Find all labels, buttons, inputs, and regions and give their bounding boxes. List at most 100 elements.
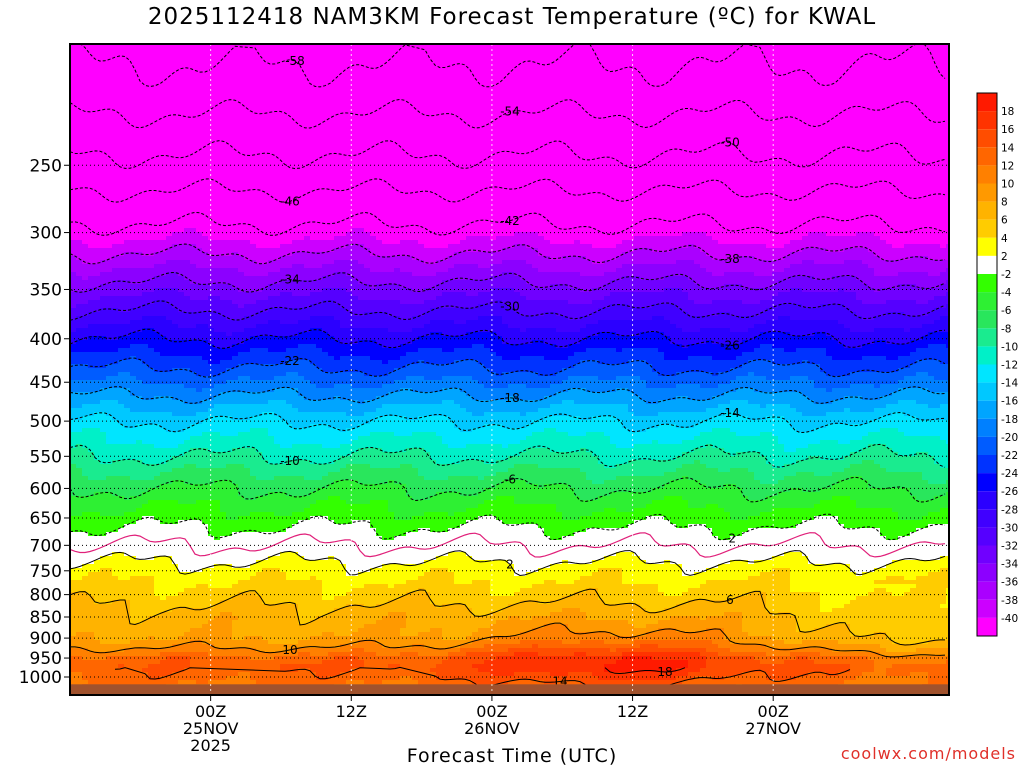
heatmap-cell [76,272,83,277]
heatmap-cell [100,332,107,337]
heatmap-cell [100,432,107,437]
heatmap-cell [118,176,125,181]
heatmap-cell [106,248,113,253]
heatmap-cell [82,448,89,453]
heatmap-cell [130,548,137,553]
heatmap-cell [118,156,125,161]
heatmap-cell [88,476,95,481]
heatmap-cell [118,340,125,345]
heatmap-cell [118,532,125,537]
heatmap-cell [82,472,89,477]
heatmap-cell [106,208,113,213]
heatmap-cell [76,328,83,333]
heatmap-cell [106,608,113,613]
heatmap-cell [76,484,83,489]
heatmap-cell [76,668,83,673]
heatmap-cell [94,472,101,477]
heatmap-cell [88,268,95,273]
heatmap-cell [106,292,113,297]
heatmap-cell [100,632,107,637]
heatmap-cell [112,164,119,169]
heatmap-cell [76,356,83,361]
heatmap-cell [82,248,89,253]
heatmap-cell [100,540,107,545]
heatmap-cell [76,232,83,237]
heatmap-cell [118,544,125,549]
heatmap-cell [76,252,83,257]
heatmap-cell [112,168,119,173]
heatmap-cell [106,272,113,277]
heatmap-cell [118,628,125,633]
heatmap-cell [106,464,113,469]
heatmap-cell [106,52,113,57]
heatmap-cell [82,80,89,85]
heatmap-cell [124,672,131,677]
heatmap-cell [94,584,101,589]
heatmap-cell [100,80,107,85]
heatmap-cell [76,460,83,465]
heatmap-cell [106,640,113,645]
heatmap-cell [100,76,107,81]
heatmap-cell [136,172,143,177]
heatmap-cell [118,144,125,149]
heatmap-cell [76,612,83,617]
heatmap-cell [100,288,107,293]
heatmap-cell [124,132,131,137]
heatmap-cell [130,600,137,605]
heatmap-cell [100,84,107,89]
heatmap-cell [76,524,83,529]
heatmap-cell [94,120,101,125]
heatmap-cell [82,348,89,353]
heatmap-cell [106,184,113,189]
heatmap-cell [76,284,83,289]
heatmap-cell [100,472,107,477]
heatmap-cell [118,244,125,249]
heatmap-cell [118,388,125,393]
heatmap-cell [106,300,113,305]
heatmap-cell [112,80,119,85]
heatmap-cell [112,508,119,513]
heatmap-cell [88,236,95,241]
heatmap-cell [118,92,125,97]
heatmap-cell [136,308,143,313]
heatmap-cell [106,576,113,581]
heatmap-cell [130,104,137,109]
heatmap-cell [82,160,89,165]
heatmap-cell [94,396,101,401]
heatmap-cell [76,432,83,437]
heatmap-cell [112,136,119,141]
heatmap-cell [124,368,131,373]
heatmap-cell [100,588,107,593]
heatmap-cell [100,188,107,193]
heatmap-cell [88,656,95,661]
heatmap-cell [106,644,113,649]
heatmap-cell [118,208,125,213]
heatmap-cell [106,160,113,165]
heatmap-cell [130,504,137,509]
heatmap-cell [82,408,89,413]
heatmap-cell [76,56,83,61]
heatmap-cell [118,96,125,101]
heatmap-cell [82,556,89,561]
heatmap-cell [112,432,119,437]
heatmap-cell [112,440,119,445]
heatmap-cell [82,208,89,213]
heatmap-cell [76,228,83,233]
heatmap-cell [118,548,125,553]
heatmap-cell [106,92,113,97]
heatmap-cell [112,148,119,153]
heatmap-cell [124,136,131,141]
heatmap-cell [76,344,83,349]
heatmap-cell [94,464,101,469]
heatmap-cell [124,204,131,209]
heatmap-cell [100,524,107,529]
heatmap-cell [124,312,131,317]
heatmap-cell [124,432,131,437]
heatmap-cell [136,300,143,305]
heatmap-cell [100,664,107,669]
heatmap-cell [82,376,89,381]
heatmap-cell [100,596,107,601]
heatmap-cell [88,416,95,421]
heatmap-cell [112,636,119,641]
heatmap-cell [106,240,113,245]
